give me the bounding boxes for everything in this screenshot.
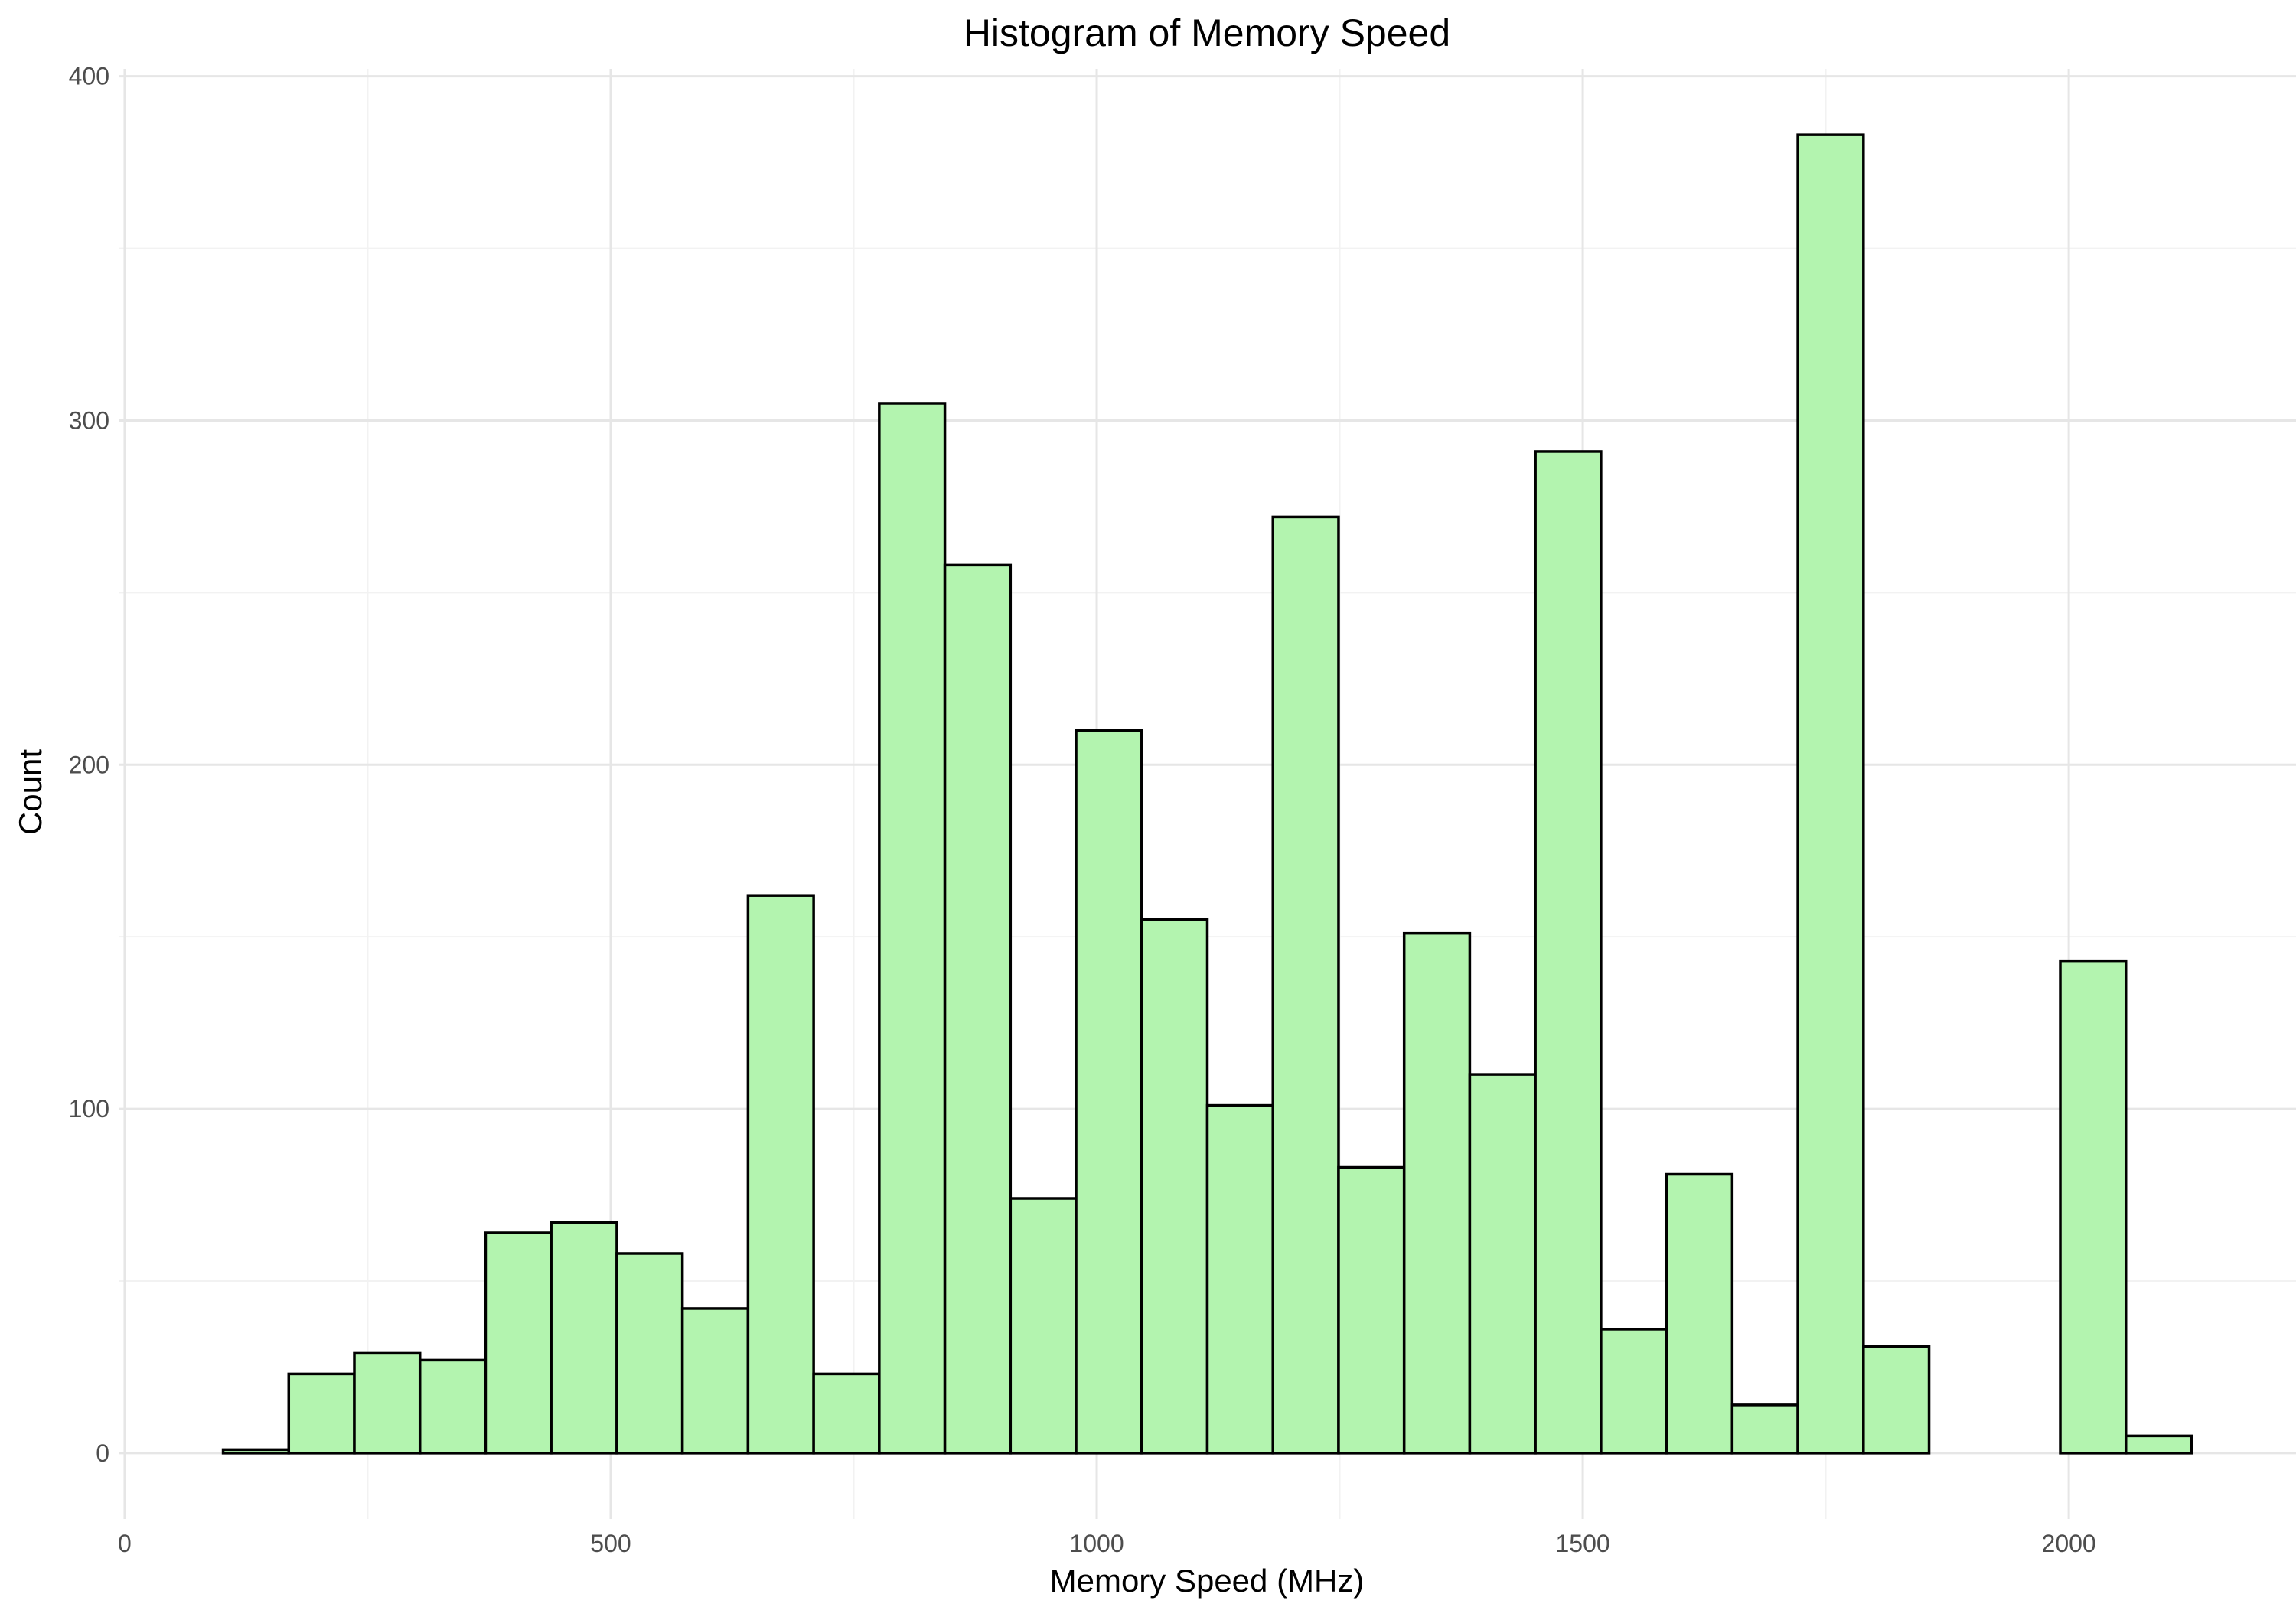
histogram-bar xyxy=(1730,1403,1799,1455)
histogram-bar xyxy=(1205,1103,1274,1455)
x-tick-label: 1500 xyxy=(1555,1530,1609,1557)
y-tick-label: 200 xyxy=(69,751,109,778)
histogram-bar xyxy=(1075,729,1143,1455)
histogram-bar xyxy=(1600,1328,1668,1455)
histogram-bar xyxy=(1665,1172,1734,1455)
chart-title: Histogram of Memory Speed xyxy=(964,11,1450,54)
x-tick-label: 2000 xyxy=(2042,1530,2096,1557)
histogram-bar xyxy=(680,1307,750,1455)
histogram-bar xyxy=(353,1351,422,1455)
histogram-bar xyxy=(746,894,815,1455)
histogram-bar xyxy=(1402,931,1472,1455)
histogram-bar xyxy=(1140,918,1209,1455)
histogram-bar xyxy=(2124,1434,2193,1455)
x-tick-label: 1000 xyxy=(1069,1530,1124,1557)
histogram-bar xyxy=(1271,515,1340,1455)
y-tick-label: 300 xyxy=(69,406,109,434)
histogram-bar xyxy=(1468,1073,1537,1455)
histogram-bar xyxy=(418,1358,488,1455)
histogram-bar xyxy=(2059,959,2128,1455)
histogram-bar xyxy=(1862,1345,1931,1455)
y-tick-label: 0 xyxy=(96,1439,109,1467)
x-tick-label: 500 xyxy=(590,1530,631,1557)
y-tick-label: 100 xyxy=(69,1095,109,1123)
histogram-bar xyxy=(287,1372,356,1455)
histogram-bar xyxy=(550,1221,618,1455)
histogram-bar xyxy=(1337,1165,1406,1455)
y-axis-title: Count xyxy=(12,749,48,835)
y-tick-label: 400 xyxy=(69,63,109,90)
histogram-bar xyxy=(1009,1197,1078,1455)
histogram-bar xyxy=(1534,450,1603,1455)
x-tick-label: 0 xyxy=(118,1530,132,1557)
histogram-bars xyxy=(221,133,2193,1455)
histogram-bar xyxy=(943,563,1013,1455)
histogram-bar xyxy=(1796,133,1865,1455)
histogram-bar xyxy=(484,1231,553,1455)
x-axis-title: Memory Speed (MHz) xyxy=(1050,1563,1365,1599)
histogram-bar xyxy=(615,1252,684,1455)
histogram-bar xyxy=(878,402,947,1455)
histogram-bar xyxy=(812,1372,881,1455)
histogram-bar xyxy=(221,1448,291,1455)
tick-labels: 0 500 1000 1500 2000 0 100 200 300 400 xyxy=(69,63,2096,1557)
